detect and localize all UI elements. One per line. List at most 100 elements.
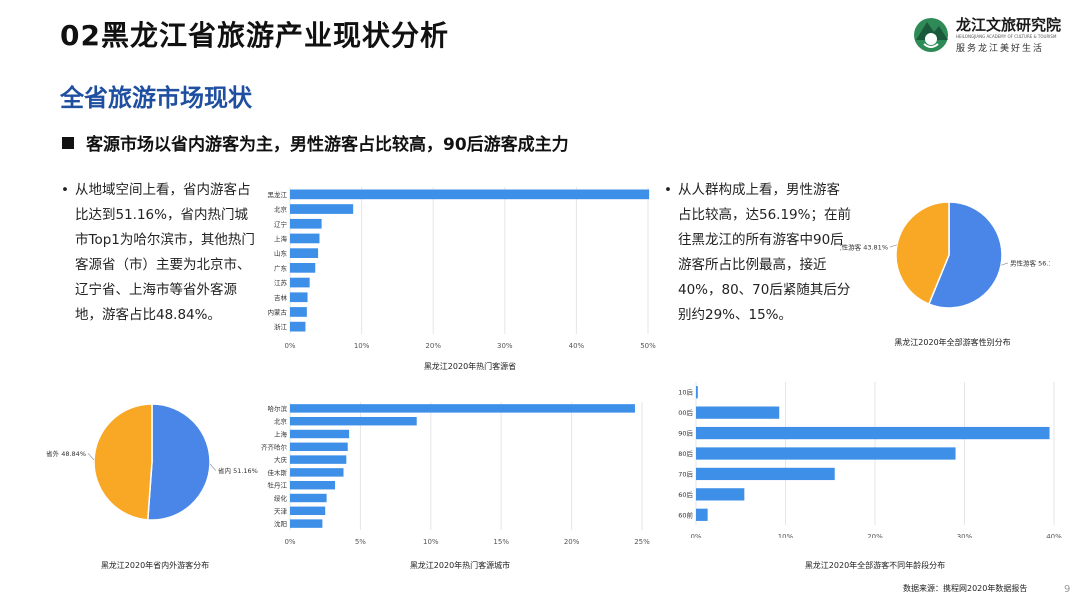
x-tick-label: 30% <box>957 533 973 538</box>
y-tick-label: 内蒙古 <box>268 307 288 316</box>
x-tick-label: 50% <box>640 342 656 350</box>
x-tick-label: 5% <box>355 538 366 545</box>
x-tick-label: 10% <box>778 533 794 538</box>
y-tick-label: 70后 <box>678 469 693 478</box>
logo: 龙江文旅研究院 HEILONGJIANG ACADEMY OF CULTURE … <box>910 12 1070 56</box>
y-tick-label: 大庆 <box>274 455 288 464</box>
pie-label: 省外 48.84% <box>46 449 86 458</box>
x-tick-label: 20% <box>867 533 883 538</box>
y-tick-label: 江苏 <box>274 278 288 287</box>
chart-gender-caption: 黑龙江2020年全部游客性别分布 <box>894 338 1011 347</box>
chart-age-groups: 0% 10% 20% 30% 40% 10后 00后 90后 80后 70后 60后 60前 <box>678 382 1062 538</box>
bar <box>696 508 708 521</box>
pie-label: 男性游客 56.19% <box>1010 258 1050 267</box>
label-leader <box>87 453 95 461</box>
y-tick-label: 北京 <box>274 417 288 426</box>
y-tick-label: 吉林 <box>274 293 288 302</box>
bar <box>696 467 835 481</box>
section-title: 全省旅游市场现状 <box>60 84 252 112</box>
bar <box>696 488 745 501</box>
label-leader <box>889 244 898 248</box>
bar <box>290 189 650 200</box>
bar <box>290 292 308 303</box>
pie-slice <box>895 201 950 306</box>
y-tick-label: 天津 <box>274 507 288 515</box>
pie-label: 省内 51.16% <box>218 466 258 475</box>
bar <box>290 519 323 528</box>
y-tick-label: 北京 <box>274 205 288 214</box>
y-tick-label: 浙江 <box>274 322 288 331</box>
y-tick-label: 山东 <box>274 249 288 258</box>
x-tick-label: 10% <box>423 538 439 545</box>
x-tick-label: 20% <box>425 342 441 350</box>
y-tick-label: 沈阳 <box>274 519 287 528</box>
page-number: 9 <box>1064 584 1071 595</box>
bar <box>290 277 310 288</box>
bar <box>290 429 350 439</box>
headline-text: 客源市场以省内游客为主，男性游客占比较高，90后游客成主力 <box>86 135 569 155</box>
y-tick-label: 80后 <box>678 449 693 458</box>
pie-slice <box>93 403 153 521</box>
y-tick-label: 齐齐哈尔 <box>261 442 288 451</box>
bar <box>696 447 956 460</box>
y-tick-label: 广东 <box>274 263 288 272</box>
y-tick-label: 黑龙江 <box>268 190 288 199</box>
bullet-dot-icon: • <box>664 182 672 198</box>
chart-inout-caption: 黑龙江2020年省内外游客分布 <box>100 561 210 570</box>
bar <box>290 307 307 317</box>
bar <box>696 386 698 399</box>
bar <box>290 404 635 413</box>
y-tick-label: 60前 <box>678 510 693 519</box>
y-tick-label: 上海 <box>274 234 288 243</box>
x-tick-label: 20% <box>564 538 580 545</box>
x-tick-label: 25% <box>634 538 650 545</box>
chart-gender-pie: 男性游客 56.19% 女性游客 43.81% <box>840 201 1050 309</box>
label-leader <box>209 463 217 471</box>
y-tick-label: 牡丹江 <box>268 481 288 490</box>
pie-label: 女性游客 43.81% <box>840 243 888 252</box>
bar <box>290 204 354 214</box>
bar <box>290 442 348 452</box>
bar <box>290 248 319 259</box>
y-tick-label: 佳木斯 <box>268 468 288 477</box>
y-tick-label: 哈尔滨 <box>268 404 288 413</box>
y-tick-label: 绥化 <box>274 494 288 503</box>
x-tick-label: 15% <box>493 538 509 545</box>
bar <box>290 468 344 477</box>
logo-name: 龙江文旅研究院 <box>956 16 1062 34</box>
bar <box>696 426 1050 440</box>
y-tick-label: 60后 <box>678 490 693 499</box>
source-note: 数据来源：携程网2020年数据报告 <box>903 584 1028 593</box>
logo-emblem-icon <box>914 18 948 52</box>
y-tick-label: 10后 <box>678 388 693 397</box>
bar <box>290 262 316 273</box>
y-tick-label: 00后 <box>678 408 693 417</box>
left-paragraph-text: 从地域空间上看，省内游客占比达到51.16%，省内热门城市Top1为哈尔滨市，其… <box>75 182 255 323</box>
bar <box>290 455 347 464</box>
x-tick-label: 0% <box>284 342 295 350</box>
pie-slice <box>146 403 211 521</box>
logo-slogan: 服务龙江美好生活 <box>956 44 1045 54</box>
bar <box>290 416 417 426</box>
logo-english: HEILONGJIANG ACADEMY OF CULTURE & TOURIS… <box>956 34 1057 39</box>
x-tick-label: 40% <box>569 342 585 350</box>
bar <box>290 493 327 503</box>
label-leader <box>1000 262 1009 266</box>
square-bullet-icon <box>62 137 74 149</box>
bar <box>696 406 780 419</box>
chart-city-sources: 0% 5% 10% 15% 20% 25% 哈尔滨北京上海齐齐哈尔大庆佳木斯牡丹江绥化天津沈… <box>261 402 650 545</box>
bar <box>290 321 306 332</box>
page-title: 02黑龙江省旅游产业现状分析 <box>60 19 449 52</box>
chart-city-caption: 黑龙江2020年热门客源城市 <box>409 561 511 570</box>
pie-slice <box>927 201 1003 309</box>
chart-age-caption: 黑龙江2020年全部游客不同年龄段分布 <box>804 561 946 570</box>
y-tick-label: 辽宁 <box>274 219 288 228</box>
bar <box>290 480 336 490</box>
x-tick-label: 10% <box>354 342 370 350</box>
x-tick-label: 30% <box>497 342 513 350</box>
left-paragraph: • 从地域空间上看，省内游客占比达到51.16%，省内热门城市Top1为哈尔滨市… <box>61 178 260 328</box>
x-tick-label: 40% <box>1046 533 1062 538</box>
bar <box>290 233 320 244</box>
x-tick-label: 0% <box>690 533 701 538</box>
